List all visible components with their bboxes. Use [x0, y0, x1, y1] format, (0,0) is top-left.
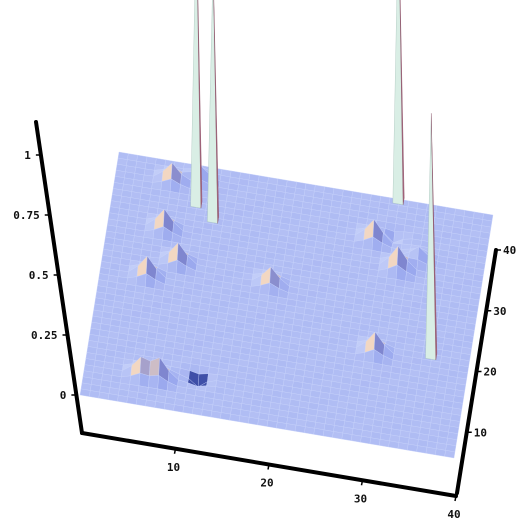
surface-cell [388, 440, 400, 449]
surface-cell [378, 439, 390, 448]
z-tick-label: 1 [24, 149, 31, 162]
z-tick-label: 0.5 [29, 269, 49, 282]
surface-cell [138, 372, 150, 388]
surface-cell [148, 375, 159, 390]
surface-cell [403, 224, 415, 233]
surface-cell [313, 428, 325, 437]
surface-cell [126, 396, 138, 405]
axes-layer: 10 20 30 40 10 20 30 40 0 0.25 0.5 0.75 1 [13, 120, 516, 518]
peak-spike-face-right [213, 0, 219, 224]
surface-cell [285, 423, 297, 432]
surface-cell [143, 229, 155, 239]
surface-cell [397, 442, 409, 451]
surface-cell [220, 412, 231, 421]
x-tick-label: 10 [167, 461, 180, 474]
surface-cell [118, 264, 130, 272]
surface-cell [107, 393, 119, 402]
x-tick-mark [267, 464, 270, 470]
surface-cell [210, 410, 222, 419]
z-axis-line [34, 120, 84, 435]
surface-cell [135, 398, 147, 407]
surface-cell [126, 276, 138, 286]
z-tick-label: 0.75 [13, 209, 40, 222]
surface-cell [154, 401, 166, 410]
peak-spike-face-right [399, 0, 405, 205]
z-tick-label: 0.25 [31, 329, 58, 342]
surface-layer [79, 0, 494, 459]
surface-cell [191, 407, 203, 416]
surface-cell [444, 450, 456, 459]
x-tick-label: 30 [354, 492, 367, 505]
y-tick-label: 40 [503, 244, 516, 257]
surface-cell [173, 404, 185, 413]
surface-cell [89, 390, 100, 399]
surface-cell [98, 391, 110, 400]
surface-cell [322, 429, 334, 438]
surface-cell [198, 365, 210, 375]
surface-cell [276, 421, 287, 430]
surface-cell [435, 448, 446, 457]
surface-cell [394, 223, 406, 232]
surface-cell [425, 446, 437, 456]
x-tick-mark [360, 480, 364, 486]
z-tick-label: 0 [60, 389, 67, 402]
x-tick-label: 20 [260, 477, 273, 490]
surface-cell [341, 432, 353, 441]
surface-cell [332, 431, 343, 440]
surface-cell [248, 417, 259, 426]
surface-cell [79, 388, 91, 397]
x-tick-mark [173, 448, 177, 454]
surface-cell [350, 434, 362, 443]
surface-cell [407, 443, 418, 452]
surface-cell [400, 243, 412, 250]
surface-cell [360, 435, 372, 445]
surface-cell [206, 380, 217, 387]
surface-cell [353, 239, 364, 250]
y-tick-label: 20 [484, 366, 497, 379]
surface-cell [294, 424, 306, 434]
surface-cell [117, 395, 128, 404]
x-tick-mark [454, 495, 457, 502]
peak-spike-face-right [431, 113, 438, 361]
surface-cell [229, 413, 241, 422]
surface-cell [182, 406, 194, 415]
x-tick-label: 40 [447, 508, 460, 518]
surface-cell [369, 256, 381, 265]
surface-cell [201, 409, 213, 418]
surface-cell [354, 352, 365, 362]
surface-cell [163, 402, 175, 411]
y-tick-label: 10 [474, 426, 487, 439]
surface-cell [304, 426, 315, 435]
surface-cell [145, 399, 156, 408]
surface-cell [369, 437, 381, 446]
surface-cell [402, 231, 414, 240]
peak-spike-face-right [197, 0, 203, 209]
surface-cell [238, 415, 250, 424]
surface-cell [266, 420, 278, 429]
surface-cell [416, 445, 428, 454]
y-tick-label: 30 [493, 305, 506, 318]
surface-cell [257, 418, 269, 427]
surface-cell [208, 366, 219, 375]
